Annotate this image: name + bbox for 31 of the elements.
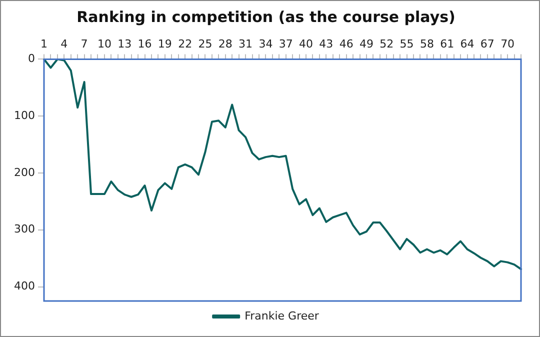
x-tick-label: 13 <box>118 37 132 50</box>
x-tick-label: 34 <box>258 37 273 50</box>
x-tick-label: 40 <box>299 37 314 50</box>
x-tick-label: 46 <box>339 37 354 50</box>
x-tick-label: 31 <box>238 37 253 50</box>
y-tick-label: 300 <box>14 222 35 236</box>
y-tick-label: 100 <box>14 108 35 122</box>
y-tick-label: 0 <box>28 52 35 66</box>
x-tick-label: 58 <box>420 37 434 50</box>
x-tick-label: 55 <box>400 37 414 50</box>
x-tick-label: 67 <box>480 37 494 50</box>
x-tick-label: 7 <box>80 37 88 50</box>
x-tick-label: 70 <box>500 37 515 50</box>
x-tick-label: 61 <box>440 37 454 50</box>
y-tick-label: 200 <box>14 166 35 179</box>
x-tick-label: 10 <box>97 37 112 50</box>
chart-title: Ranking in competition (as the course plays) <box>76 8 456 26</box>
x-tick-label: 28 <box>218 37 232 50</box>
x-tick-label: 22 <box>178 37 192 50</box>
x-tick-label: 64 <box>460 37 474 50</box>
x-tick-label: 43 <box>319 37 334 50</box>
y-tick-label: 400 <box>14 280 35 293</box>
x-tick-label: 1 <box>40 37 48 50</box>
x-tick-label: 49 <box>359 37 374 50</box>
x-tick-label: 37 <box>278 37 293 50</box>
x-tick-label: 52 <box>380 37 394 50</box>
legend-label: Frankie Greer <box>244 309 320 322</box>
x-tick-label: 16 <box>138 37 152 50</box>
x-tick-label: 25 <box>198 37 212 50</box>
x-tick-label: 4 <box>60 37 68 50</box>
x-tick-label: 19 <box>158 37 172 50</box>
